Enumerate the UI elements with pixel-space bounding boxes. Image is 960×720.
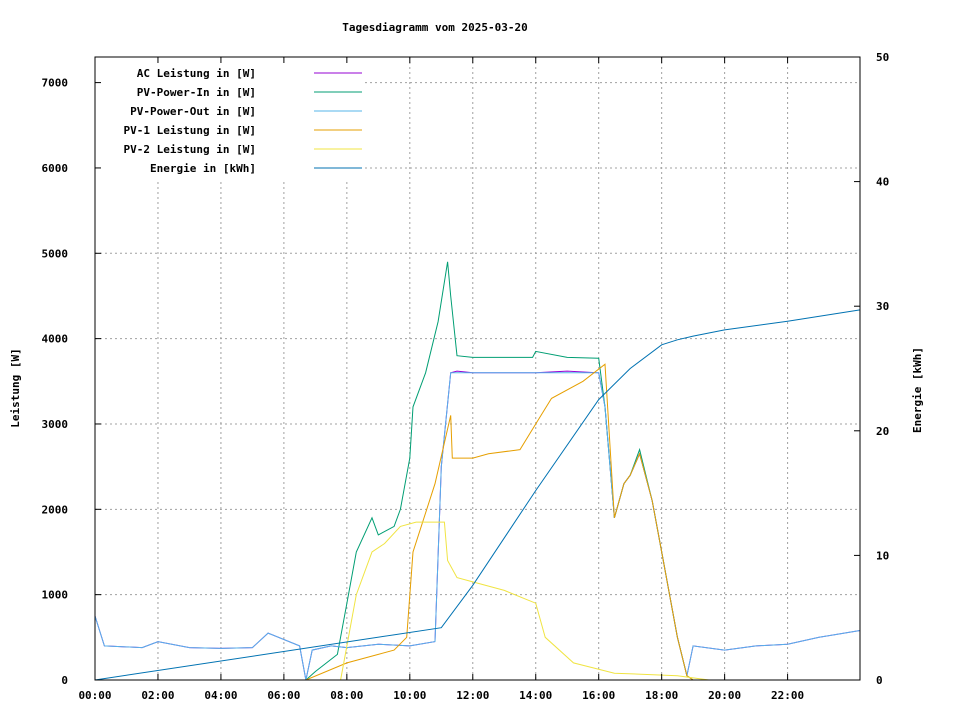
y-tick-label: 7000 [42,77,69,90]
legend-label: PV-1 Leistung in [W] [124,124,256,137]
y-tick-label: 3000 [42,418,69,431]
legend-label: PV-Power-In in [W] [137,86,256,99]
legend: AC Leistung in [W] PV-Power-In in [W] PV-P… [124,67,362,175]
y2-axis-label: Energie [kWh] [911,347,924,433]
series-line-5 [94,309,861,681]
x-tick-label: 14:00 [519,689,552,702]
x-tick-label: 06:00 [267,689,300,702]
y-tick-label: 2000 [42,503,69,516]
x-tick-label: 20:00 [708,689,741,702]
series-line-4 [95,521,860,681]
series-line-2 [94,372,861,681]
y2-tick-label: 0 [876,674,883,687]
series-lines [94,261,861,681]
y-tick-label: 1000 [42,589,69,602]
y2-tick-label: 20 [876,425,889,438]
y2-tick-label: 10 [876,549,889,562]
series-line-0 [94,370,861,681]
x-tick-label: 18:00 [645,689,678,702]
x-tick-label: 04:00 [204,689,237,702]
legend-label: PV-2 Leistung in [W] [124,143,256,156]
x-tick-label: 02:00 [141,689,174,702]
axis-ticks: 00:00 02:00 04:00 06:00 08:00 10:00 12:00 14:00… [42,51,890,702]
y-tick-label: 5000 [42,247,69,260]
legend-label: Energie in [kWh] [150,162,256,175]
series-line-3 [95,363,860,681]
y-tick-label: 6000 [42,162,69,175]
y-tick-label: 0 [61,674,68,687]
y-tick-label: 4000 [42,333,69,346]
x-tick-label: 10:00 [393,689,426,702]
x-tick-label: 00:00 [78,689,111,702]
chart-title: Tagesdiagramm vom 2025-03-20 [342,21,527,34]
x-tick-label: 22:00 [771,689,804,702]
legend-box [96,58,364,179]
x-tick-label: 12:00 [456,689,489,702]
legend-label: AC Leistung in [W] [137,67,256,80]
x-tick-label: 16:00 [582,689,615,702]
plot-border [94,56,861,681]
y2-tick-label: 50 [876,51,889,64]
legend-label: PV-Power-Out in [W] [130,105,256,118]
y2-tick-label: 30 [876,300,889,313]
x-tick-label: 08:00 [330,689,363,702]
y2-tick-label: 40 [876,176,889,189]
series-line-1 [95,261,860,681]
y-axis-label: Leistung [W] [9,348,22,427]
